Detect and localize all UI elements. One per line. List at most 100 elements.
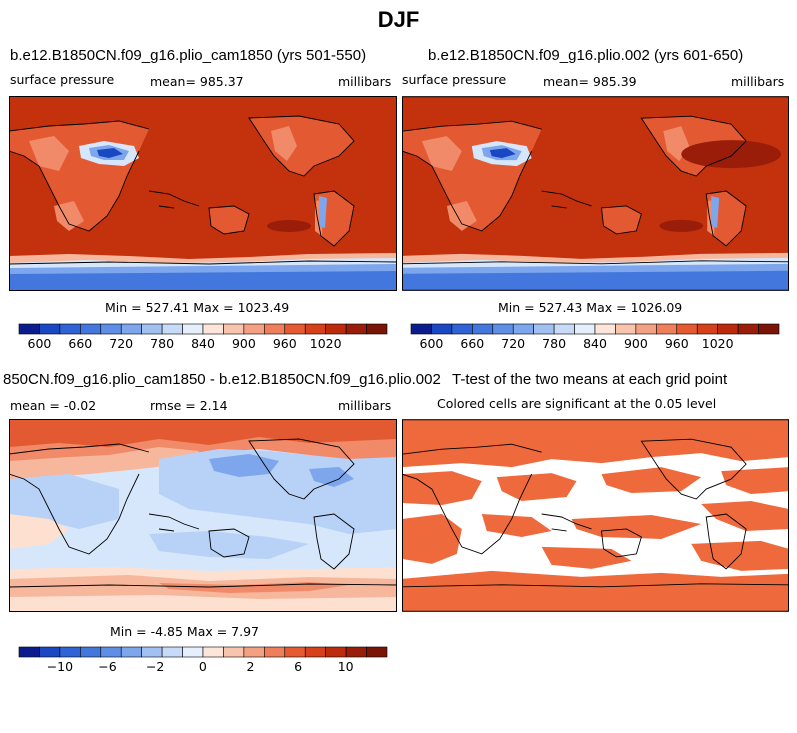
colorbar-3-swatch <box>325 646 347 658</box>
colorbar-2-swatch <box>472 323 494 335</box>
panel-2-minmax: Min = 527.43 Max = 1026.09 <box>498 300 683 315</box>
colorbar-3-swatch <box>182 646 204 658</box>
colorbar-2-swatch <box>635 323 657 335</box>
panel-2-units: millibars <box>731 74 785 89</box>
colorbar-3-swatch <box>18 646 40 658</box>
panel-2-map <box>402 96 789 291</box>
colorbar-3-tick-label: 10 <box>338 659 354 674</box>
colorbar-1-tick-label: 960 <box>273 336 297 351</box>
colorbar-1-swatch <box>223 323 245 335</box>
panel-2-title: b.e12.B1850CN.f09_g16.plio.002 (yrs 601-… <box>428 47 744 64</box>
panel-2-high-cell-south <box>659 219 704 232</box>
panel-3-coastlines <box>9 438 397 588</box>
colorbar-3-swatch <box>141 646 163 658</box>
colorbar-1-tick-label: 660 <box>68 336 92 351</box>
figure-title: DJF <box>377 7 420 32</box>
colorbar-3-swatch <box>243 646 265 658</box>
colorbar-2-tick-label: 780 <box>542 336 566 351</box>
colorbar-1-tick-label: 900 <box>232 336 256 351</box>
colorbar-2-tick-label: 840 <box>583 336 607 351</box>
panel-4-map <box>402 419 789 612</box>
panel-3-rmse: rmse = 2.14 <box>150 398 228 413</box>
colorbar-1-tick-label: 780 <box>150 336 174 351</box>
panel-3-anomaly-fields <box>9 419 397 612</box>
colorbar-1-tick-label: 720 <box>109 336 133 351</box>
colorbar-1-swatch <box>243 323 265 335</box>
colorbar-1-swatch <box>264 323 286 335</box>
colorbar-2-swatch <box>758 323 780 335</box>
colorbar-3-swatch <box>100 646 122 658</box>
colorbar-2-swatch <box>676 323 698 335</box>
panel-3-map <box>9 419 397 612</box>
colorbar-2-tick-label: 900 <box>624 336 648 351</box>
panel-2-mean: mean= 985.39 <box>543 74 637 89</box>
colorbar-1-swatch <box>59 323 81 335</box>
colorbar-2-swatch <box>737 323 759 335</box>
colorbar-1-swatch <box>100 323 122 335</box>
colorbar-3-tick-label: 2 <box>246 659 254 674</box>
colorbar-2-tick-label: 660 <box>460 336 484 351</box>
colorbar-2-swatch <box>410 323 432 335</box>
colorbar-3-swatch <box>161 646 183 658</box>
colorbar-1-swatch <box>39 323 61 335</box>
colorbar-2-swatch <box>696 323 718 335</box>
panel-2-coastlines <box>402 115 789 265</box>
colorbar-3-tick-label: −6 <box>98 659 116 674</box>
colorbar-1-tick-label: 600 <box>28 336 52 351</box>
colorbar-1-swatch <box>345 323 367 335</box>
panel-4-significant-cells <box>402 419 789 612</box>
colorbar-2-swatch <box>492 323 514 335</box>
colorbar-3-swatch <box>120 646 142 658</box>
colorbar-1-swatch <box>120 323 142 335</box>
colorbar-3-swatch <box>284 646 306 658</box>
colorbar-1-swatch <box>141 323 163 335</box>
colorbar-3-swatch <box>80 646 102 658</box>
colorbar-3-swatch <box>202 646 224 658</box>
colorbar-2-tick-label: 960 <box>665 336 689 351</box>
panel-1-tibet-low <box>79 141 327 228</box>
panel-1-map <box>9 96 397 291</box>
colorbar-1-swatch <box>202 323 224 335</box>
colorbar-1-swatch <box>18 323 40 335</box>
colorbar-2-swatch <box>615 323 637 335</box>
colorbar-2-swatch <box>512 323 534 335</box>
colorbar-1-tick-label: 1020 <box>310 336 342 351</box>
colorbar-2-swatch <box>656 323 678 335</box>
panel-1-minmax: Min = 527.41 Max = 1023.49 <box>105 300 290 315</box>
colorbar-2-tick-label: 720 <box>501 336 525 351</box>
panel-3-minmax: Min = -4.85 Max = 7.97 <box>110 624 260 639</box>
colorbar-2-swatch <box>717 323 739 335</box>
panel-3-mean: mean = -0.02 <box>10 398 97 413</box>
colorbar-1-swatch <box>325 323 347 335</box>
panel-1-mean: mean= 985.37 <box>150 74 244 89</box>
colorbar-2-swatch <box>533 323 555 335</box>
panel-1-high-cell <box>267 220 311 232</box>
colorbar-2-swatch <box>431 323 453 335</box>
colorbar-3-swatch <box>59 646 81 658</box>
colorbar-2-swatch <box>553 323 575 335</box>
colorbar-3-swatch <box>223 646 245 658</box>
panel-2-antarctica <box>402 252 789 291</box>
panel-1-colorbar: 600 660 720 780 840 900 960 1020 <box>18 323 388 351</box>
panel-2-high-cell-north <box>681 140 782 169</box>
panel-1-left-label: surface pressure <box>10 72 115 87</box>
colorbar-2-swatch <box>574 323 596 335</box>
colorbar-3-swatch <box>345 646 367 658</box>
panel-1-antarctica <box>9 253 397 291</box>
panel-3-colorbar: −10 −6 −2 0 2 6 10 <box>18 646 388 674</box>
panel-4-subtitle: Colored cells are significant at the 0.0… <box>437 396 717 411</box>
panel-1-coastlines <box>9 115 397 265</box>
colorbar-3-tick-label: −2 <box>146 659 164 674</box>
colorbar-1-swatch <box>80 323 102 335</box>
panel-3-units: millibars <box>338 398 392 413</box>
colorbar-3-tick-label: −10 <box>47 659 73 674</box>
panel-3-title: 850CN.f09_g16.plio_cam1850 - b.e12.B1850… <box>3 371 441 388</box>
panel-1-units: millibars <box>338 74 392 89</box>
colorbar-1-swatch <box>284 323 306 335</box>
colorbar-1-swatch <box>182 323 204 335</box>
colorbar-3-swatch <box>264 646 286 658</box>
panel-2-colorbar: 600 660 720 780 840 900 960 1020 <box>410 323 780 351</box>
colorbar-3-tick-label: 0 <box>199 659 207 674</box>
colorbar-3-swatch <box>366 646 388 658</box>
panel-2-tibet-low <box>471 141 720 228</box>
